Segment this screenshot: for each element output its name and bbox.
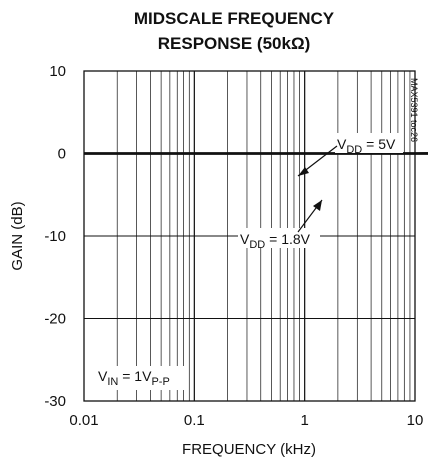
vdd-5v-sub: DD bbox=[346, 144, 362, 156]
vdd-18-v: V bbox=[240, 231, 250, 247]
x-tick-label: 1 bbox=[300, 412, 308, 429]
series-layer bbox=[83, 152, 428, 155]
y-tick-labels: 10 0 -10 -20 -30 bbox=[44, 63, 66, 410]
vin-sub2: P-P bbox=[151, 376, 169, 388]
annotation-vdd-1.8v: VDD = 1.8V bbox=[238, 199, 323, 251]
x-tick-label: 0.1 bbox=[184, 412, 205, 429]
y-tick-label: -10 bbox=[44, 228, 66, 245]
x-tick-label: 10 bbox=[407, 412, 424, 429]
annotation-vdd-5v-text: VDD = 5V bbox=[337, 136, 396, 156]
y-tick-label: 0 bbox=[58, 146, 66, 163]
annotation-vdd-1.8v-text: VDD = 1.8V bbox=[240, 231, 311, 251]
annotation-vdd-5v-arrowhead bbox=[298, 167, 309, 176]
y-tick-label: -30 bbox=[44, 393, 66, 410]
series-line-vdd-1.8v bbox=[83, 152, 428, 155]
y-tick-label: -20 bbox=[44, 311, 66, 328]
x-tick-label: 0.01 bbox=[69, 412, 98, 429]
y-axis-label: GAIN (dB) bbox=[9, 201, 26, 270]
annotation-vin-box bbox=[95, 366, 187, 390]
annotation-vdd-1.8v-arrowhead bbox=[313, 200, 322, 211]
annotation-vin: VIN = 1VP-P bbox=[95, 366, 187, 390]
x-axis-label: FREQUENCY (kHz) bbox=[182, 441, 316, 458]
x-tick-labels: 0.010.11101001k10k bbox=[69, 412, 424, 429]
vdd-18-sub: DD bbox=[249, 239, 265, 251]
vdd-5v-v: V bbox=[337, 136, 347, 152]
annotation-vdd-5v: VDD = 5V bbox=[297, 133, 403, 177]
annotation-vin-text: VIN = 1VP-P bbox=[98, 368, 170, 388]
chart-title-line2: RESPONSE (50kΩ) bbox=[158, 34, 311, 53]
vin-sub: IN bbox=[107, 376, 118, 388]
vdd-5v-rest: = 5V bbox=[362, 136, 396, 152]
plot-frame bbox=[83, 70, 416, 402]
vin-v: V bbox=[98, 368, 108, 384]
annotation-vdd-5v-box bbox=[335, 133, 403, 153]
figure-reference: MAX5391 toc26 bbox=[409, 78, 419, 142]
vin-mid: = 1V bbox=[118, 368, 152, 384]
annotation-vdd-1.8v-box bbox=[238, 228, 320, 248]
vdd-18-rest: = 1.8V bbox=[265, 231, 310, 247]
chart-title-line1: MIDSCALE FREQUENCY bbox=[134, 9, 335, 28]
y-tick-label: 10 bbox=[49, 63, 66, 80]
series-line-vdd-5v bbox=[83, 152, 428, 155]
